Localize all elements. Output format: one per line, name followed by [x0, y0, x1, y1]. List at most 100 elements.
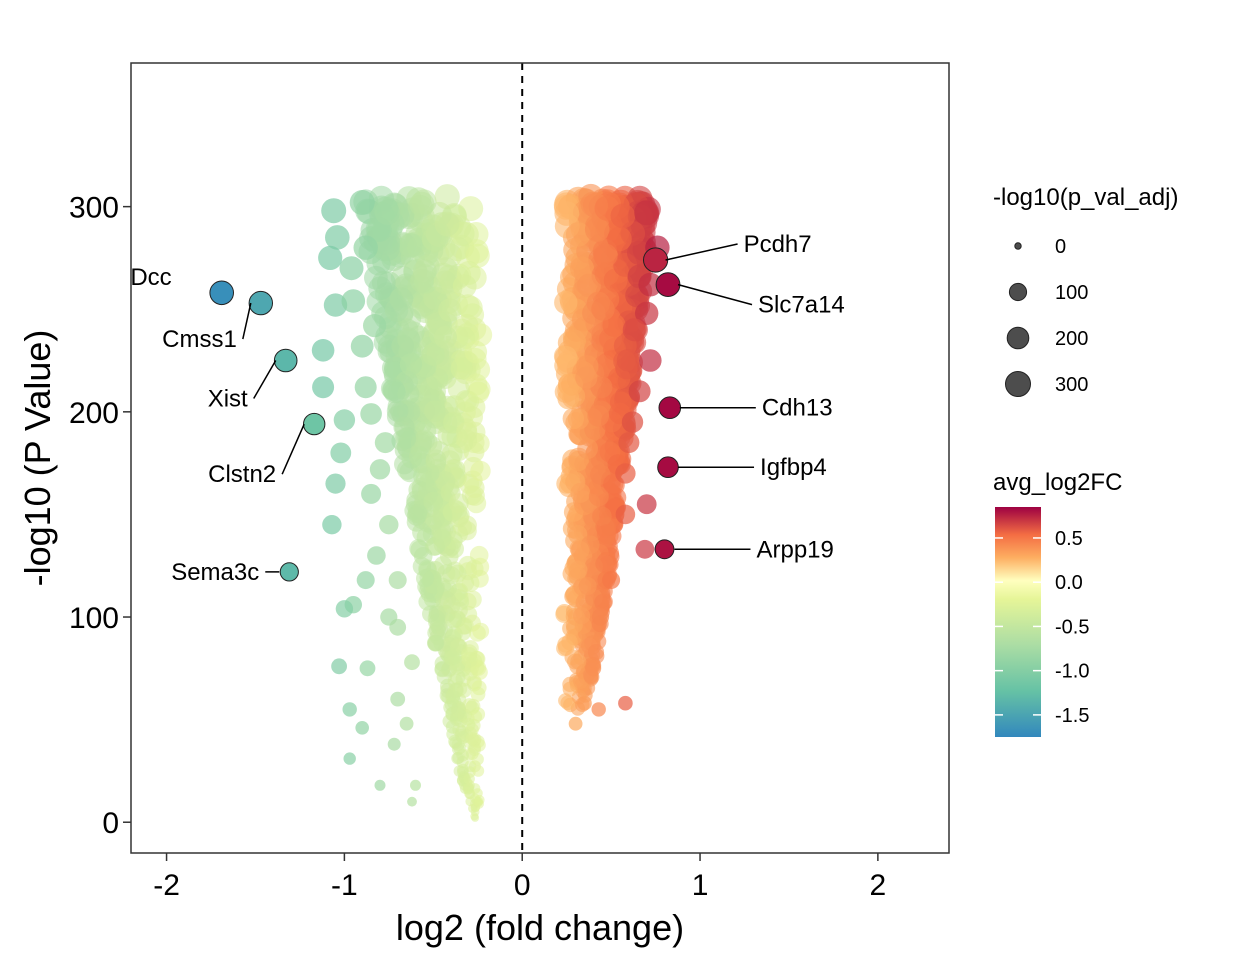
scatter-point [635, 301, 659, 325]
scatter-point [638, 272, 663, 297]
scatter-point [457, 515, 477, 535]
gene-label-cmss1: Cmss1 [162, 326, 237, 353]
scatter-point [569, 560, 588, 580]
scatter-point [463, 773, 475, 785]
scatter-point [359, 660, 376, 677]
scatter-point [410, 779, 421, 791]
scatter-point [452, 274, 477, 299]
label-leader-line [665, 243, 738, 261]
size-legend-key [1006, 326, 1030, 350]
colorbar-label: -1.0 [1055, 661, 1089, 683]
highlighted-point-arpp19 [654, 539, 675, 560]
scatter-point [445, 611, 463, 629]
gene-labels-layer: Dcc Cmss1 Xist Clstn2 Sema3c Pcdh7 Slc7a14 Cdh1… [130, 231, 844, 586]
plot-panel-border [130, 62, 950, 854]
scatter-point [379, 515, 399, 535]
scatter-point [321, 198, 347, 224]
highlighted-point-cdh13 [658, 396, 682, 420]
scatter-point [461, 651, 478, 668]
scatter-point [335, 600, 354, 618]
scatter-point [387, 737, 401, 751]
colorbar-label: 0.5 [1055, 528, 1083, 550]
scatter-point [450, 706, 465, 722]
scatter-point [343, 752, 356, 765]
scatter-point [459, 296, 483, 320]
scatter-point [448, 734, 462, 749]
x-axis-title: log2 (fold change) [396, 907, 684, 948]
scatter-point [585, 660, 602, 677]
scatter-point [407, 504, 428, 524]
gene-label-clstn2: Clstn2 [208, 461, 276, 488]
scatter-point [432, 529, 452, 548]
scatter-point [570, 482, 591, 503]
scatter-point [456, 574, 475, 593]
x-tick-label: 2 [870, 869, 887, 902]
scatter-point [468, 743, 481, 756]
scatter-point [554, 345, 578, 369]
scatter-point [318, 245, 343, 270]
scatter-point [399, 716, 414, 731]
scatter-point [462, 698, 477, 713]
scatter-point [465, 559, 484, 579]
scatter-point [448, 493, 469, 514]
label-leader-line [242, 302, 252, 340]
scatter-point [472, 796, 482, 806]
scatter-point [592, 506, 612, 527]
scatter-point [456, 429, 478, 451]
y-tick-label: 100 [69, 602, 119, 635]
y-tick-label: 300 [69, 192, 119, 225]
highlighted-point-xist [273, 348, 298, 373]
scatter-point [353, 235, 378, 260]
scatter-point [349, 190, 375, 215]
scatter-point [587, 644, 605, 661]
scatter-point [591, 702, 606, 717]
scatter-point [360, 403, 382, 425]
scatter-point [447, 378, 470, 401]
scatter-point [425, 509, 445, 530]
scatter-point [577, 695, 592, 711]
scatter-point [468, 803, 478, 814]
scatter-point [412, 259, 437, 284]
scatter-point [593, 354, 616, 378]
scatter-point [591, 608, 610, 626]
color-legend: avg_log2FC 0.5 0.0 -0.5 -1.0 -1.5 [993, 469, 1122, 737]
scatter-point [636, 494, 657, 515]
scatter-point [325, 225, 350, 250]
scatter-point [565, 222, 591, 247]
axes-layer: -2 -1 0 1 2 0 100 200 300 [69, 192, 886, 902]
colorbar-label: 0.0 [1055, 572, 1083, 594]
size-legend-label: 0 [1055, 236, 1066, 258]
size-legend-label: 200 [1055, 328, 1088, 350]
scatter-point [354, 376, 377, 399]
scatter-point [433, 556, 453, 575]
scatter-point [465, 732, 479, 746]
scatter-point [597, 524, 617, 544]
scatter-point [634, 200, 660, 226]
scatter-point [562, 407, 584, 430]
scatter-point [568, 716, 583, 731]
size-legend-title: -log10(p_val_adj) [993, 184, 1178, 211]
scatter-point [560, 695, 576, 711]
highlighted-point-slc7a14 [655, 272, 681, 298]
scatter-point [445, 690, 461, 705]
colorbar [995, 507, 1041, 737]
scatter-point [591, 297, 615, 321]
scatter-point [374, 779, 386, 791]
label-leader-line [281, 423, 305, 475]
scatter-point [361, 483, 382, 504]
x-tick-label: -1 [331, 869, 358, 902]
scatter-point [628, 380, 651, 403]
scatter-point [618, 432, 640, 454]
size-legend-label: 100 [1055, 282, 1088, 304]
scatter-point [339, 256, 364, 281]
scatter-point [615, 463, 636, 484]
highlighted-point-dcc [209, 280, 234, 306]
scatter-point [451, 752, 464, 765]
highlighted-point-sema3c [279, 562, 299, 582]
size-legend: -log10(p_val_adj) 0 100 200 300 [993, 184, 1178, 397]
scatter-point [622, 318, 646, 342]
scatter-point [367, 546, 386, 565]
scatter-point [331, 658, 347, 675]
scatter-point [616, 349, 640, 372]
scatter-point [639, 349, 662, 372]
